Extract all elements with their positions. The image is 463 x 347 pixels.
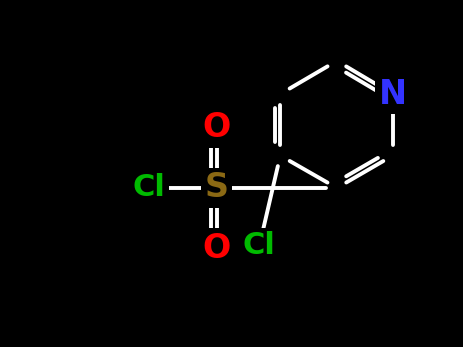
Text: O: O <box>203 231 231 264</box>
Text: O: O <box>203 111 231 144</box>
Text: Cl: Cl <box>243 231 276 260</box>
Text: N: N <box>379 77 407 110</box>
Text: S: S <box>205 171 229 204</box>
Text: Cl: Cl <box>133 174 166 202</box>
